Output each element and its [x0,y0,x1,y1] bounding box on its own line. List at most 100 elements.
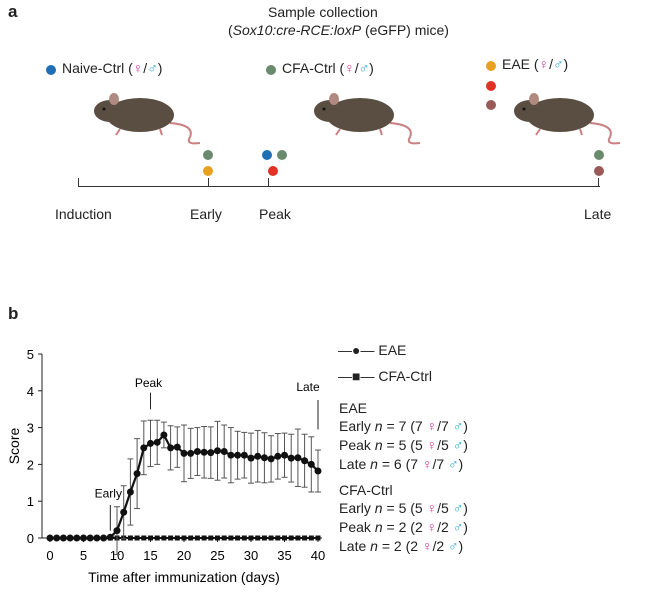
timeline-label: Early [190,206,222,222]
eae-point [120,508,128,516]
eae-point [180,449,188,457]
eae-point [301,457,309,465]
y-tick-label: 3 [27,421,34,436]
group-label: EAE (♀/♂) [502,56,569,72]
mouse-icon [94,93,201,145]
cfa-point [315,535,321,541]
eae-point [240,451,248,459]
eae-point [307,460,315,468]
eae-point [227,451,235,459]
cfa-heading: CFA-Ctrl [339,482,393,498]
x-tick-label: 20 [177,548,191,563]
mouse-icon [314,93,421,145]
cfa-point [282,535,287,541]
eae-point [173,443,181,451]
y-tick-label: 2 [27,457,34,472]
timepoint-dot-icon [277,150,287,160]
eae-point [160,431,168,439]
cfa-point [255,535,261,541]
x-tick-label: 10 [110,548,124,563]
eae-point [207,449,215,457]
timeline-axis [78,186,600,187]
cfa-point [201,535,207,541]
timepoint-dot-icon [268,166,278,176]
y-tick-label: 4 [27,384,34,399]
eae-point [147,439,154,447]
eae-point [220,448,228,456]
cfa-point [174,535,180,541]
cfa-point [302,535,308,541]
cfa-point [228,535,234,541]
eae-point [133,470,141,478]
eae-point [267,455,275,463]
x-tick-label: 5 [80,548,87,563]
eae-point [153,438,161,446]
eae-point [53,534,61,542]
timepoint-dot-icon [594,166,604,176]
panel-a-subtitle: (Sox10:cre-RCE:loxP (eGFP) mice) [228,22,449,38]
x-tick-label: 30 [244,548,258,563]
group-label: Naive-Ctrl (♀/♂) [62,60,163,76]
annotation-peak: Peak [135,376,163,390]
panel-a-title: Sample collection [268,4,378,20]
eae-point [126,488,134,496]
group-label: CFA-Ctrl (♀/♂) [282,60,374,76]
timepoint-dot-icon [262,150,272,160]
eae-point [187,449,195,457]
eae-point [80,534,87,542]
x-tick-label: 25 [210,548,224,563]
eae-point [193,448,201,456]
cfa-point [154,535,160,541]
sample-size-row: Peak n = 5 (5 ♀/5 ♂) [339,437,468,453]
y-tick-label: 1 [27,494,34,509]
cfa-point [188,535,194,541]
cfa-point [148,535,153,541]
eae-point [274,452,282,460]
eae-point [294,454,302,462]
cfa-point [235,535,241,541]
eae-point [167,444,175,452]
eae-point [314,467,322,475]
timeline-tick [208,178,209,187]
legend-cfa: —■— CFA-Ctrl [338,368,433,384]
cfa-point [275,535,281,541]
eae-point [140,444,148,452]
cfa-point [208,535,214,541]
annotation-late: Late [296,380,320,394]
eae-point [100,534,108,542]
cfa-point [221,535,227,541]
eae-point [214,447,221,455]
timepoint-dot-icon [594,150,604,160]
red-dot-icon [486,81,496,91]
x-tick-label: 0 [46,548,53,563]
eae-point [247,454,255,462]
eae-point [200,448,208,456]
eae-point [46,534,54,542]
cfa-point [261,535,267,541]
group-dot-icon [486,61,496,71]
timepoint-dot-icon [203,150,213,160]
y-axis-label: Score [6,428,22,465]
score-chart: 0 1 2 3 4 5 0 5 10 15 20 25 30 35 40 Time after immuniz… [6,347,325,585]
cfa-point [127,535,133,541]
cfa-point [134,535,140,541]
cfa-point [194,535,200,541]
x-tick-label: 15 [143,548,157,563]
eae-point [86,534,94,542]
mouse-illustrations [94,93,621,145]
eae-point [287,454,295,462]
cfa-point [288,535,294,541]
x-tick-label: 35 [277,548,291,563]
eae-point [73,534,81,542]
cfa-point [168,535,174,541]
group-dot-icon [46,65,56,75]
timeline-tick [598,178,599,187]
legend-eae: —●— EAE [338,342,407,358]
cfa-point [215,535,220,541]
cfa-point [241,535,247,541]
annotation-early: Early [95,487,122,501]
eae-point [260,454,268,462]
cfa-point [141,535,147,541]
eae-point [93,534,101,542]
